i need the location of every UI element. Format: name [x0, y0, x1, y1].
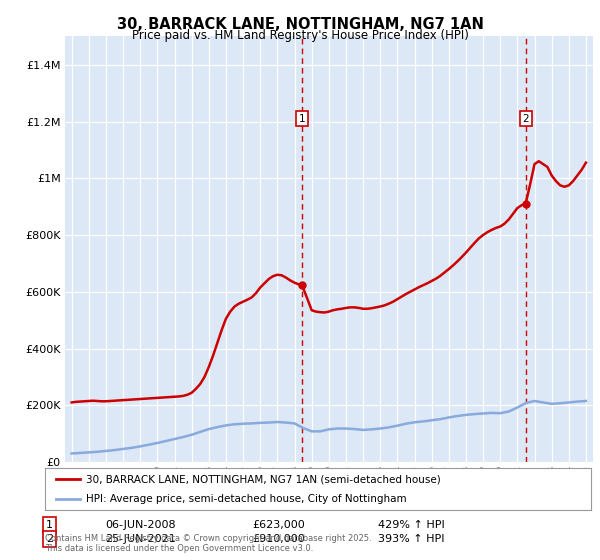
Text: 393% ↑ HPI: 393% ↑ HPI [378, 534, 445, 544]
Text: 1: 1 [46, 520, 53, 530]
Text: 30, BARRACK LANE, NOTTINGHAM, NG7 1AN: 30, BARRACK LANE, NOTTINGHAM, NG7 1AN [116, 17, 484, 32]
Text: 429% ↑ HPI: 429% ↑ HPI [378, 520, 445, 530]
Text: £910,000: £910,000 [252, 534, 305, 544]
Text: 06-JUN-2008: 06-JUN-2008 [105, 520, 176, 530]
Text: 1: 1 [299, 114, 305, 124]
Text: 25-JUN-2021: 25-JUN-2021 [105, 534, 176, 544]
Text: Price paid vs. HM Land Registry's House Price Index (HPI): Price paid vs. HM Land Registry's House … [131, 29, 469, 42]
Text: £623,000: £623,000 [252, 520, 305, 530]
Text: 2: 2 [46, 534, 53, 544]
Text: 2: 2 [522, 114, 529, 124]
Text: Contains HM Land Registry data © Crown copyright and database right 2025.
This d: Contains HM Land Registry data © Crown c… [45, 534, 371, 553]
Text: HPI: Average price, semi-detached house, City of Nottingham: HPI: Average price, semi-detached house,… [86, 494, 407, 504]
Text: 30, BARRACK LANE, NOTTINGHAM, NG7 1AN (semi-detached house): 30, BARRACK LANE, NOTTINGHAM, NG7 1AN (s… [86, 474, 440, 484]
